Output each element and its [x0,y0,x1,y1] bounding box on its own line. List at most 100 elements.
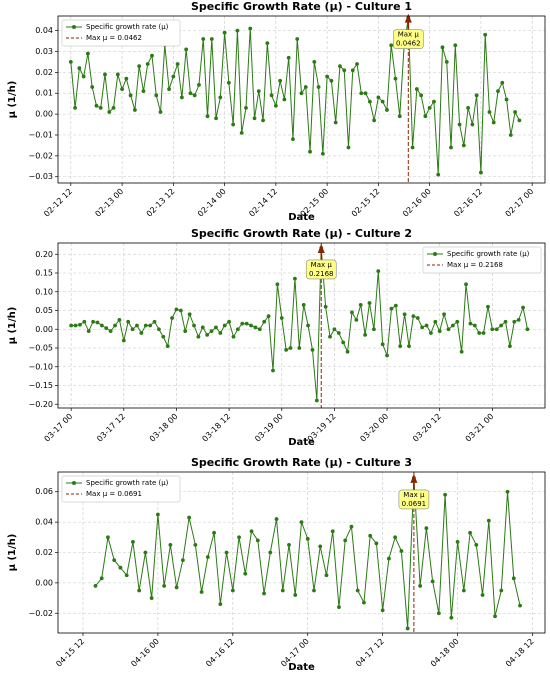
data-point [286,55,291,60]
data-point [350,68,355,73]
data-point [455,319,460,324]
annotation-arrowhead [317,243,325,253]
legend-label: Specific growth rate (μ) [86,479,169,487]
x-tick-label: 02-14 00 [196,187,228,219]
data-point [499,588,504,593]
data-point [161,334,166,339]
data-point [297,346,302,350]
data-point [306,323,310,328]
data-point [477,331,482,335]
data-point [470,122,475,127]
data-point [468,530,472,535]
data-point [187,312,192,317]
legend-marker [72,25,76,29]
data-point [380,342,385,347]
data-point [393,303,398,308]
data-point [450,323,455,328]
data-point [269,93,274,98]
x-tick-label: 04-16 12 [204,637,236,669]
data-point [301,302,306,307]
x-axis-label: Date [288,437,315,448]
data-point [480,593,485,597]
y-tick-label: 0.03 [35,47,53,56]
data-point [505,489,510,494]
data-point [239,131,244,135]
data-point [205,114,210,119]
legend: Specific growth rate (μ) Max μ = 0.0691 [61,475,181,503]
data-point [479,170,483,175]
data-point [436,172,441,177]
data-point [320,151,325,156]
data-point [262,319,267,324]
data-point [94,103,99,108]
annotation-text: Max μ [398,31,420,39]
data-point [78,322,82,327]
data-point [486,304,490,309]
data-point [436,611,441,616]
data-point [389,306,394,311]
data-point [132,108,137,112]
data-point [86,51,90,56]
data-point [131,539,135,544]
x-tick-label: 04-16 00 [129,637,161,669]
data-point [414,87,419,91]
data-point [104,326,109,331]
data-point [430,579,435,584]
data-point [329,78,334,83]
annotation-box [392,29,424,49]
data-point [380,608,385,613]
data-point [192,323,196,328]
data-point [516,317,521,322]
legend-label: Max μ = 0.0462 [86,34,142,42]
y-tick-label: 0.02 [35,548,53,557]
data-point [170,316,174,320]
data-point [457,122,462,127]
data-point [73,105,77,110]
data-point [338,64,342,68]
data-point [107,110,112,114]
data-point [455,539,460,544]
data-point [113,323,117,328]
data-point [171,74,176,79]
y-tick-label: −0.01 [28,130,53,139]
data-point [240,321,245,326]
y-tick-label: −0.20 [28,400,53,409]
data-point [481,331,486,335]
data-point [93,584,98,588]
data-point [387,556,391,561]
y-tick-label: 0.00 [35,110,53,119]
data-point [518,603,522,608]
data-point [162,584,167,588]
data-point [237,535,241,540]
data-point [174,585,179,590]
annotation-text: 0.0462 [396,40,421,48]
y-tick-label: 0.00 [35,578,53,587]
data-point [199,590,204,594]
data-point [252,116,257,121]
data-point [143,550,148,555]
data-point [299,520,304,525]
data-point [117,317,122,322]
data-point [266,314,271,319]
data-point [126,319,131,324]
data-point [424,526,429,531]
data-point [299,91,304,96]
y-tick-label: 0.01 [35,89,53,98]
legend: Specific growth rate (μ) Max μ = 0.2168 [422,246,542,274]
legend-marker [433,252,437,256]
data-point [145,62,150,66]
data-point [155,512,160,517]
data-point [398,344,403,349]
data-point [474,93,479,98]
data-point [273,103,278,108]
data-point [295,37,300,41]
data-point [337,605,341,610]
data-point [508,344,512,349]
data-point [231,334,236,339]
data-point [209,329,214,334]
data-point [474,543,479,547]
data-point [405,626,410,631]
data-point [461,143,466,148]
data-point [367,99,372,104]
chart-title: Specific Growth Rate (μ) - Culture 1 [191,0,412,13]
